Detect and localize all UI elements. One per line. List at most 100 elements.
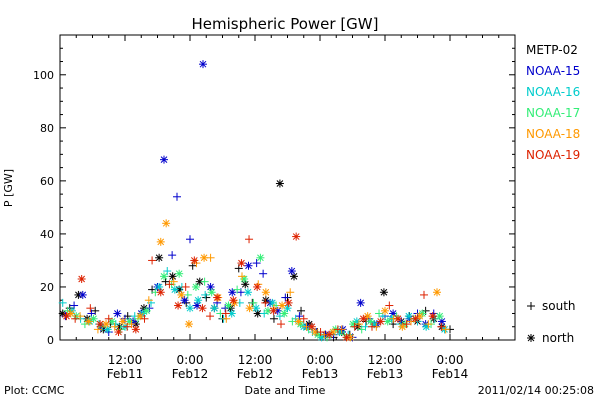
data-point bbox=[394, 314, 402, 323]
data-point bbox=[229, 296, 238, 305]
data-point bbox=[155, 253, 164, 262]
series-noaa-17 bbox=[63, 253, 444, 342]
data-point bbox=[245, 304, 254, 313]
data-point bbox=[228, 288, 237, 297]
data-point bbox=[269, 306, 278, 315]
data-point bbox=[278, 301, 287, 310]
data-point bbox=[221, 309, 230, 318]
data-point bbox=[66, 309, 75, 318]
y-tick-label: 40 bbox=[40, 228, 54, 241]
data-point bbox=[284, 298, 293, 307]
series-legend: METP-02 NOAA-15 NOAA-16 NOAA-17 NOAA-18 NOAA-… bbox=[526, 43, 580, 162]
data-point bbox=[333, 325, 342, 334]
marker-legend: south north bbox=[527, 299, 576, 345]
data-point bbox=[325, 330, 334, 339]
data-point bbox=[268, 298, 277, 307]
data-point bbox=[411, 314, 420, 323]
data-point bbox=[376, 317, 385, 326]
data-point bbox=[294, 317, 303, 326]
x-tick-date: Feb14 bbox=[432, 367, 469, 381]
data-point bbox=[210, 304, 219, 313]
data-point bbox=[237, 259, 246, 268]
data-point bbox=[175, 269, 184, 278]
x-axis: 12:00Feb110:00Feb1212:00Feb120:00Feb1312… bbox=[75, 35, 500, 381]
data-point bbox=[275, 179, 284, 188]
data-point bbox=[177, 290, 186, 299]
data-point bbox=[297, 306, 306, 315]
data-point bbox=[379, 288, 388, 297]
data-point bbox=[102, 320, 111, 329]
data-point bbox=[140, 314, 149, 323]
data-point bbox=[342, 333, 351, 342]
data-point bbox=[253, 282, 262, 291]
data-point bbox=[241, 280, 250, 289]
y-axis: 0 20 40 60 80 100 bbox=[33, 34, 515, 347]
y-tick-label: 0 bbox=[47, 334, 54, 347]
data-point bbox=[169, 277, 178, 286]
data-point bbox=[200, 277, 209, 286]
data-point bbox=[385, 301, 394, 310]
data-point bbox=[359, 314, 368, 323]
data-point bbox=[275, 312, 284, 321]
data-point bbox=[277, 320, 285, 329]
x-tick-date: Feb11 bbox=[107, 367, 144, 381]
data-point bbox=[77, 275, 86, 283]
legend-entry: NOAA-19 bbox=[526, 148, 580, 162]
data-point bbox=[441, 325, 450, 334]
data-point bbox=[173, 192, 181, 201]
footer-timestamp: 2011/02/14 00:25:08 bbox=[478, 384, 594, 397]
data-point bbox=[76, 312, 85, 321]
data-point bbox=[252, 259, 261, 268]
data-point bbox=[131, 325, 140, 334]
data-point bbox=[110, 322, 119, 331]
data-point bbox=[227, 309, 236, 318]
marker-legend-symbol bbox=[527, 334, 535, 342]
data-point bbox=[160, 272, 168, 281]
data-point bbox=[186, 235, 194, 244]
legend-entry: METP-02 bbox=[526, 43, 578, 57]
x-axis-label: Date and Time bbox=[245, 384, 326, 397]
data-point bbox=[435, 312, 444, 321]
data-point bbox=[233, 285, 242, 294]
data-point bbox=[398, 322, 407, 331]
data-point bbox=[58, 298, 67, 307]
data-point bbox=[280, 309, 289, 318]
data-point bbox=[381, 306, 389, 315]
data-point bbox=[113, 309, 122, 318]
data-point bbox=[259, 269, 268, 278]
x-tick-time: 0:00 bbox=[307, 353, 334, 367]
x-tick-time: 12:00 bbox=[368, 353, 403, 367]
x-tick-time: 0:00 bbox=[437, 353, 464, 367]
data-point bbox=[191, 282, 200, 291]
data-point bbox=[316, 328, 325, 337]
data-point bbox=[156, 288, 165, 297]
data-point bbox=[118, 317, 127, 326]
x-tick-date: Feb12 bbox=[237, 367, 274, 381]
y-tick-label: 20 bbox=[40, 281, 54, 294]
data-point bbox=[62, 312, 71, 321]
x-tick-time: 12:00 bbox=[238, 353, 273, 367]
data-point bbox=[213, 293, 222, 302]
data-point bbox=[168, 251, 177, 260]
x-tick-date: Feb13 bbox=[367, 367, 404, 381]
data-point bbox=[174, 301, 183, 310]
data-point bbox=[269, 314, 278, 323]
data-point bbox=[299, 314, 308, 323]
data-point bbox=[194, 296, 203, 305]
data-point bbox=[155, 282, 164, 291]
data-point bbox=[317, 333, 326, 342]
data-point bbox=[127, 320, 136, 329]
data-point bbox=[252, 304, 261, 313]
data-point bbox=[104, 314, 113, 323]
y-tick-label: 60 bbox=[40, 175, 54, 188]
data-point bbox=[249, 298, 258, 307]
data-point bbox=[424, 320, 433, 329]
data-point bbox=[162, 219, 171, 228]
data-point bbox=[238, 272, 246, 281]
data-point bbox=[156, 237, 165, 246]
data-point bbox=[368, 322, 376, 331]
legend-entry: NOAA-16 bbox=[526, 85, 580, 99]
x-tick-date: Feb13 bbox=[302, 367, 339, 381]
data-point bbox=[224, 301, 233, 310]
